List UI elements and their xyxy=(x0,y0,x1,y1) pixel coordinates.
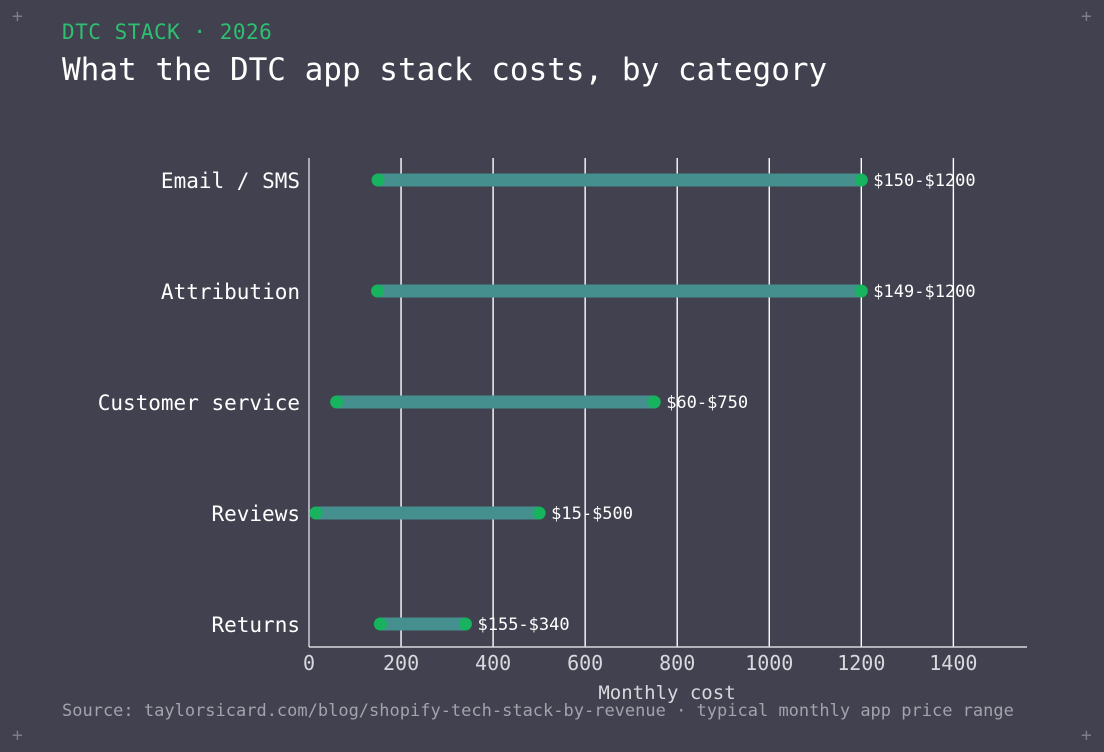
range-value-label: $150-$1200 xyxy=(873,171,975,191)
corner-plus-icon: + xyxy=(12,725,23,746)
range-low-point xyxy=(330,395,344,409)
range-value-label: $60-$750 xyxy=(666,393,748,413)
range-low-point xyxy=(371,173,385,187)
x-axis-label: Monthly cost xyxy=(598,682,735,704)
category-label: Attribution xyxy=(161,280,300,304)
range-high-point xyxy=(647,395,661,409)
x-tick-label: 400 xyxy=(475,651,511,675)
range-low-point xyxy=(373,617,387,631)
x-tick-label: 0 xyxy=(303,651,315,675)
range-value-label: $149-$1200 xyxy=(873,282,975,302)
source-note: Source: taylorsicard.com/blog/shopify-te… xyxy=(62,701,1014,721)
corner-plus-icon: + xyxy=(1081,725,1092,746)
chart-kicker: DTC STACK · 2026 xyxy=(62,20,273,44)
x-tick-label: 200 xyxy=(383,651,419,675)
x-tick-label: 800 xyxy=(659,651,695,675)
corner-plus-icon: + xyxy=(12,6,23,27)
category-label: Returns xyxy=(211,613,300,637)
range-high-point xyxy=(854,173,868,187)
range-low-point xyxy=(309,506,323,520)
range-high-point xyxy=(854,284,868,298)
x-tick-label: 600 xyxy=(567,651,603,675)
x-tick-label: 1200 xyxy=(837,651,885,675)
range-value-label: $155-$340 xyxy=(477,615,569,635)
category-label: Reviews xyxy=(211,502,300,526)
category-label: Email / SMS xyxy=(161,169,300,193)
x-tick-label: 1400 xyxy=(929,651,977,675)
corner-plus-icon: + xyxy=(1081,6,1092,27)
range-high-point xyxy=(532,506,546,520)
range-value-label: $15-$500 xyxy=(551,504,633,524)
range-high-point xyxy=(458,617,472,631)
range-low-point xyxy=(371,284,385,298)
category-label: Customer service xyxy=(98,391,300,415)
x-tick-label: 1000 xyxy=(745,651,793,675)
chart-title: What the DTC app stack costs, by categor… xyxy=(62,52,828,88)
